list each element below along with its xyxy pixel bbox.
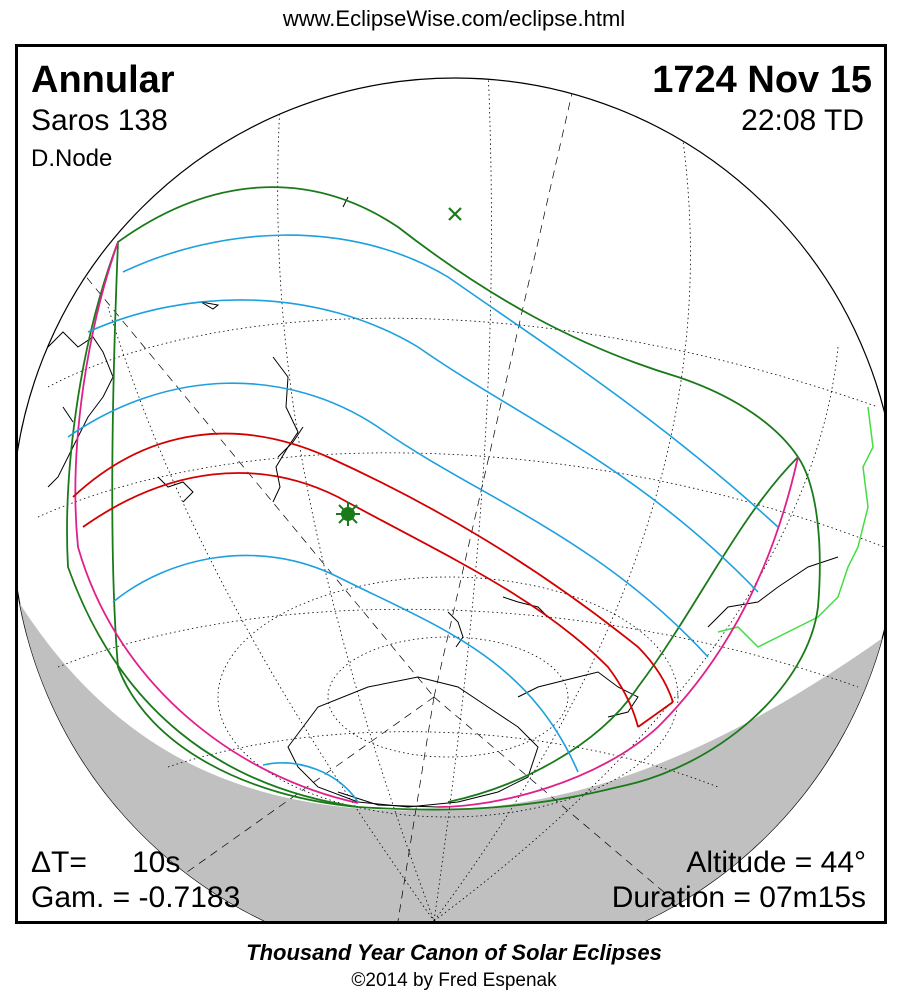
footer-copyright: ©2014 by Fred Espenak: [351, 970, 557, 991]
altitude-value: Altitude = 44°: [686, 846, 866, 879]
globe-map: [18, 77, 884, 921]
alt-coastline: [717, 406, 874, 648]
magnitude-lines: [67, 234, 779, 803]
eclipse-date: 1724 Nov 15: [652, 59, 872, 101]
eclipse-time: 22:08 TD: [741, 104, 864, 137]
coastlines: [47, 196, 839, 808]
delta-t-label: ΔT=: [31, 846, 87, 879]
footer-title: Thousand Year Canon of Solar Eclipses: [246, 940, 662, 965]
greatest-eclipse-marker: [336, 502, 360, 526]
rise-set-curves: [74, 241, 799, 808]
duration-value: Duration = 07m15s: [611, 881, 866, 914]
penumbra-limits: [66, 186, 821, 811]
source-url: www.EclipseWise.com/eclipse.html: [282, 6, 626, 31]
saros-number: Saros 138: [31, 104, 168, 137]
eclipse-map-panel: Annular 1724 Nov 15 Saros 138 22:08 TD D…: [15, 44, 887, 924]
eclipse-type: Annular: [31, 59, 175, 101]
night-region: [18, 567, 884, 921]
node-label: D.Node: [31, 145, 113, 172]
central-path: [72, 432, 674, 728]
globe-outline: [18, 77, 884, 921]
delta-t-value: 10s: [132, 846, 181, 879]
gamma-value: Gam. = -0.7183: [31, 881, 241, 914]
subsolar-point-marker: [448, 207, 462, 221]
